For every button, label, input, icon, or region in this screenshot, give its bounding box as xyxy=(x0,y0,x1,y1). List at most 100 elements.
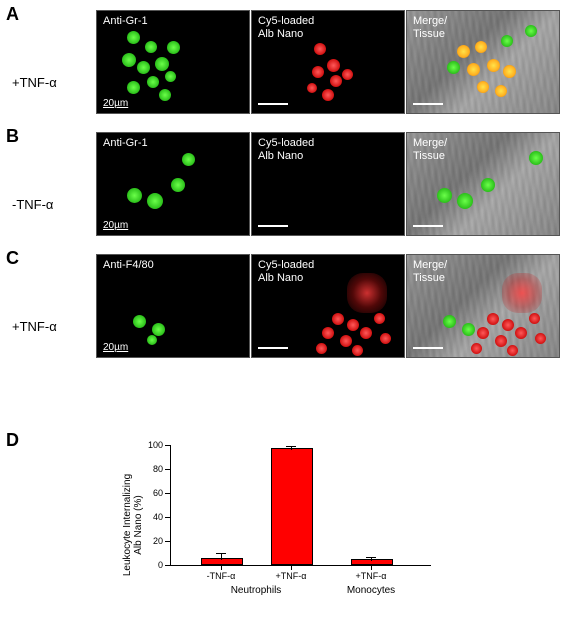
ytick xyxy=(165,445,171,446)
micrograph-panel: Merge/Tissue xyxy=(406,254,560,358)
cell-marker xyxy=(137,61,150,74)
error-bar xyxy=(291,447,292,449)
cell-marker xyxy=(443,315,456,328)
panel-label: Cy5-loadedAlb Nano xyxy=(258,15,314,41)
micrograph-row: +TNF-αAnti-Gr-120µm Cy5-loadedAlb Nano Mer… xyxy=(0,10,582,114)
xtick-label: +TNF-α xyxy=(356,571,387,581)
cell-marker xyxy=(127,188,142,203)
xgroup-label: Monocytes xyxy=(347,585,395,596)
ytick xyxy=(165,565,171,566)
micrograph-set: Anti-Gr-120µm Cy5-loadedAlb Nano Merge/Tis… xyxy=(96,10,560,114)
micrograph-row: -TNF-αAnti-Gr-120µm Cy5-loadedAlb Nano Mer… xyxy=(0,132,582,236)
scalebar-line xyxy=(413,347,443,349)
scalebar-line xyxy=(413,225,443,227)
cell-marker xyxy=(342,69,353,80)
xtick xyxy=(371,565,372,570)
cell-marker xyxy=(457,45,470,58)
micrograph-panel: Anti-F4/80 20µm xyxy=(96,254,250,358)
cell-marker xyxy=(322,327,334,339)
chart-plot-area: 020406080100-TNF-α+TNF-α+TNF-αNeutrophil… xyxy=(170,445,431,566)
cell-marker xyxy=(515,327,527,339)
xtick-label: +TNF-α xyxy=(276,571,307,581)
panel-label: Merge/Tissue xyxy=(413,137,447,163)
cell-marker xyxy=(327,59,340,72)
cell-marker xyxy=(495,335,507,347)
cell-marker xyxy=(507,345,518,356)
row-label: +TNF-α xyxy=(0,35,96,90)
condition-label: -TNF-α xyxy=(12,197,96,212)
cell-marker xyxy=(145,41,157,53)
cell-marker xyxy=(133,315,146,328)
cell-marker xyxy=(502,319,514,331)
row-label: +TNF-α xyxy=(0,279,96,334)
cell-marker xyxy=(501,35,513,47)
xtick xyxy=(221,565,222,570)
cell-marker xyxy=(360,327,372,339)
cell-marker xyxy=(159,89,171,101)
micrograph-panel: Cy5-loadedAlb Nano xyxy=(251,254,405,358)
cell-marker xyxy=(307,83,317,93)
cell-marker xyxy=(529,313,540,324)
cell-marker xyxy=(314,43,326,55)
cell-marker xyxy=(182,153,195,166)
condition-label: +TNF-α xyxy=(12,75,96,90)
chart-bar xyxy=(201,558,243,565)
cell-marker xyxy=(152,323,165,336)
cell-marker xyxy=(495,85,507,97)
cell-marker xyxy=(330,75,342,87)
cell-marker xyxy=(529,151,543,165)
ytick-label: 80 xyxy=(153,464,163,474)
scalebar-label: 20µm xyxy=(103,342,128,353)
ytick xyxy=(165,517,171,518)
cell-marker xyxy=(535,333,546,344)
panel-label: Anti-Gr-1 xyxy=(103,15,148,28)
xtick xyxy=(291,565,292,570)
cell-marker xyxy=(340,335,352,347)
cell-marker xyxy=(171,178,185,192)
xtick-label: -TNF-α xyxy=(207,571,236,581)
micrograph-panel: Anti-Gr-120µm xyxy=(96,132,250,236)
ytick-label: 20 xyxy=(153,536,163,546)
error-bar xyxy=(371,558,372,562)
cell-marker xyxy=(147,193,163,209)
cell-marker xyxy=(467,63,480,76)
micrograph-panel: Cy5-loadedAlb Nano xyxy=(251,10,405,114)
micrograph-set: Anti-Gr-120µm Cy5-loadedAlb Nano Merge/Tis… xyxy=(96,132,560,236)
cell-marker xyxy=(122,53,136,67)
micrograph-panel: Anti-Gr-120µm xyxy=(96,10,250,114)
cell-marker xyxy=(462,323,475,336)
cell-marker xyxy=(127,31,140,44)
cell-marker xyxy=(447,61,460,74)
ytick xyxy=(165,493,171,494)
panel-label: Anti-Gr-1 xyxy=(103,137,148,150)
chart-ylabel: Leukocyte InternalizingAlb Nano (%) xyxy=(122,474,144,576)
cell-marker xyxy=(457,193,473,209)
panel-label: Merge/Tissue xyxy=(413,259,447,285)
ytick xyxy=(165,541,171,542)
cell-marker xyxy=(147,76,159,88)
panel-label: Merge/Tissue xyxy=(413,15,447,41)
cell-marker xyxy=(502,273,542,313)
micrograph-panel: Cy5-loadedAlb Nano xyxy=(251,132,405,236)
cell-marker xyxy=(352,345,363,356)
condition-label: +TNF-α xyxy=(12,319,96,334)
cell-marker xyxy=(487,59,500,72)
scalebar-line xyxy=(258,103,288,105)
ytick-label: 60 xyxy=(153,488,163,498)
error-cap xyxy=(216,553,226,554)
cell-marker xyxy=(165,71,176,82)
panel-label: Anti-F4/80 xyxy=(103,259,154,272)
cell-marker xyxy=(155,57,169,71)
cell-marker xyxy=(316,343,327,354)
cell-marker xyxy=(487,313,499,325)
cell-marker xyxy=(525,25,537,37)
panel-label: Cy5-loadedAlb Nano xyxy=(258,137,314,163)
error-cap xyxy=(366,557,376,558)
scalebar-line xyxy=(258,225,288,227)
cell-marker xyxy=(322,89,334,101)
cell-marker xyxy=(481,178,495,192)
cell-marker xyxy=(471,343,482,354)
row-label: -TNF-α xyxy=(0,157,96,212)
panel-d-letter: D xyxy=(6,430,19,451)
micrograph-row: +TNF-α Anti-F4/80 20µm Cy5-loadedAlb Nano Me… xyxy=(0,254,582,358)
